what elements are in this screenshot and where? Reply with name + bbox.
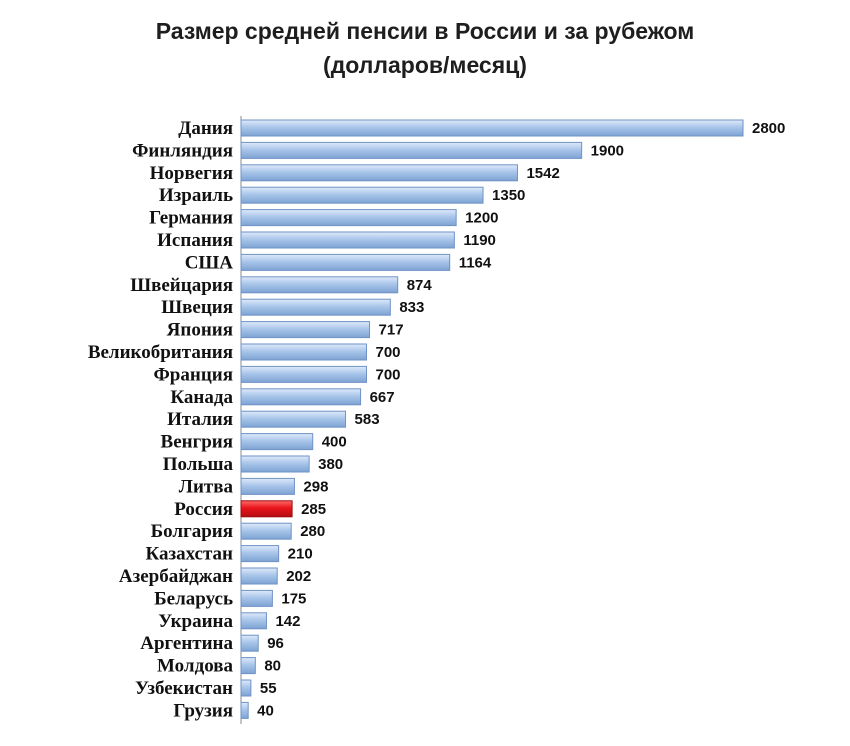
bar-11 xyxy=(240,365,367,383)
category-label-21: Беларусь xyxy=(154,588,233,609)
bar-13 xyxy=(240,410,347,428)
value-label-12: 667 xyxy=(370,389,395,406)
value-label-0: 2800 xyxy=(752,120,785,137)
bar-14 xyxy=(240,433,314,451)
category-label-19: Казахстан xyxy=(145,544,233,565)
bar-3 xyxy=(240,186,484,204)
bar-22 xyxy=(240,612,267,630)
category-label-5: Испания xyxy=(157,230,233,251)
value-label-8: 833 xyxy=(399,299,424,316)
value-label-20: 202 xyxy=(286,568,311,585)
category-label-25: Узбекистан xyxy=(135,678,233,699)
category-label-22: Украина xyxy=(158,611,233,632)
value-label-18: 280 xyxy=(300,523,325,540)
category-label-0: Дания xyxy=(178,118,233,139)
category-label-6: США xyxy=(185,252,234,273)
bar-5 xyxy=(240,231,455,249)
value-label-26: 40 xyxy=(257,702,274,719)
bar-17 xyxy=(240,500,293,518)
value-label-11: 700 xyxy=(376,366,401,383)
bar-4 xyxy=(240,209,457,227)
bar-1 xyxy=(240,141,583,159)
bar-26 xyxy=(240,701,249,719)
category-label-20: Азербайджан xyxy=(119,566,233,587)
category-label-3: Израиль xyxy=(159,185,233,206)
value-label-9: 717 xyxy=(379,322,404,339)
chart-title: Размер средней пенсии в России и за рубе… xyxy=(0,14,850,82)
category-label-23: Аргентина xyxy=(140,633,233,654)
category-label-16: Литва xyxy=(179,476,234,497)
bar-0 xyxy=(240,119,744,137)
category-label-12: Канада xyxy=(170,387,233,408)
bar-20 xyxy=(240,567,278,585)
value-label-24: 80 xyxy=(264,658,281,675)
category-label-7: Швейцария xyxy=(130,275,233,296)
category-label-2: Норвегия xyxy=(150,163,233,184)
bar-23 xyxy=(240,634,259,652)
bar-25 xyxy=(240,679,252,697)
value-label-21: 175 xyxy=(281,590,306,607)
bar-18 xyxy=(240,522,292,540)
category-label-17: Россия xyxy=(174,499,233,520)
category-label-15: Польша xyxy=(163,454,234,475)
value-label-17: 285 xyxy=(301,501,326,518)
bar-8 xyxy=(240,298,391,316)
value-label-22: 142 xyxy=(275,613,300,630)
value-label-1: 1900 xyxy=(591,142,624,159)
bar-19 xyxy=(240,545,280,563)
category-label-13: Италия xyxy=(167,409,233,430)
bar-2 xyxy=(240,164,518,182)
chart-subtitle: (долларов/месяц) xyxy=(323,52,527,78)
value-label-3: 1350 xyxy=(492,187,525,204)
value-label-2: 1542 xyxy=(526,165,559,182)
value-label-23: 96 xyxy=(267,635,284,652)
category-label-10: Великобритания xyxy=(88,342,233,363)
category-label-18: Болгария xyxy=(151,521,233,542)
value-label-6: 1164 xyxy=(459,254,492,271)
bar-16 xyxy=(240,477,295,495)
bar-15 xyxy=(240,455,310,473)
category-label-9: Япония xyxy=(167,320,233,341)
category-label-24: Молдова xyxy=(157,656,233,677)
value-label-16: 298 xyxy=(303,478,328,495)
bar-24 xyxy=(240,657,256,675)
chart-title-line: Размер средней пенсии в России и за рубе… xyxy=(155,18,695,44)
value-label-10: 700 xyxy=(376,344,401,361)
value-label-7: 874 xyxy=(407,277,433,294)
bar-9 xyxy=(240,321,371,339)
bar-21 xyxy=(240,589,273,607)
category-label-1: Финляндия xyxy=(132,140,233,161)
bar-7 xyxy=(240,276,399,294)
bar-12 xyxy=(240,388,362,406)
value-label-5: 1190 xyxy=(463,232,496,249)
category-label-11: Франция xyxy=(153,364,233,385)
category-label-4: Германия xyxy=(149,208,233,229)
value-label-13: 583 xyxy=(355,411,380,428)
value-label-25: 55 xyxy=(260,680,277,697)
bar-6 xyxy=(240,253,451,271)
value-label-15: 380 xyxy=(318,456,343,473)
value-label-14: 400 xyxy=(322,434,347,451)
value-label-19: 210 xyxy=(288,546,313,563)
value-label-4: 1200 xyxy=(465,210,498,227)
bar-10 xyxy=(240,343,367,361)
category-label-26: Грузия xyxy=(173,700,233,721)
category-label-14: Венгрия xyxy=(161,432,233,453)
category-label-8: Швеция xyxy=(161,297,233,318)
